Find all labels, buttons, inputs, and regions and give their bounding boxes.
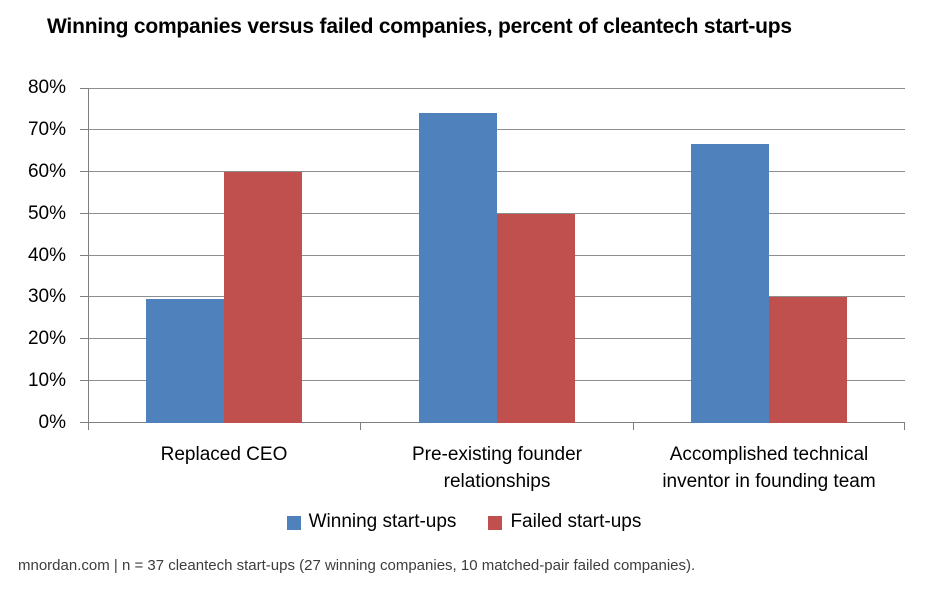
bar-failed-start-ups-replaced-ceo: [224, 172, 302, 423]
bar-winning-start-ups-accomplished-technical-inventor-in-founding-team: [691, 144, 769, 423]
y-axis-line: [88, 88, 89, 430]
legend-label-winning: Winning start-ups: [308, 511, 457, 532]
gridline: [88, 88, 905, 89]
y-axis-label: 20%: [27, 328, 66, 350]
bar-failed-start-ups-accomplished-technical-inventor-in-founding-team: [769, 297, 847, 423]
y-axis-tick: [80, 213, 88, 214]
legend-item-winning-start-ups: Winning start-ups: [286, 511, 457, 533]
legend-label-failed: Failed start-ups: [510, 511, 642, 532]
y-axis-label: 30%: [27, 286, 66, 308]
y-axis-tick: [80, 171, 88, 172]
x-axis-tick: [633, 423, 634, 430]
y-axis-tick: [80, 88, 88, 89]
failed-series-swatch-icon: [488, 516, 503, 530]
plot-area: [80, 88, 905, 430]
bar-winning-start-ups-pre-existing-founder-relationships: [419, 113, 497, 423]
y-axis-label: 50%: [27, 202, 66, 224]
y-axis-label: 0%: [38, 412, 66, 433]
y-axis-label: 60%: [27, 160, 66, 182]
y-axis-tick: [80, 296, 88, 297]
bar-failed-start-ups-pre-existing-founder-relationships: [497, 214, 575, 423]
x-axis-tick: [360, 423, 361, 430]
winning-series-swatch-icon: [286, 516, 301, 530]
y-axis-label: 40%: [27, 244, 66, 266]
source-note: mnordan.com | n = 37 cleantech start-ups…: [18, 557, 696, 574]
category-label-accomplished-technical-inventor-in-founding-team: Accomplished technical inventor in found…: [662, 444, 876, 492]
legend: Winning start-ups Failed start-ups: [0, 511, 928, 533]
y-axis-tick: [80, 380, 88, 381]
category-label-pre-existing-founder-relationships: Pre-existing founder relationships: [411, 444, 583, 492]
category-label-replaced-ceo: Replaced CEO: [160, 444, 288, 465]
y-axis-tick: [80, 129, 88, 130]
y-axis-label: 80%: [27, 77, 66, 98]
x-axis-tick: [904, 423, 905, 430]
y-axis-tick: [80, 422, 88, 423]
y-axis-label: 70%: [27, 118, 66, 140]
legend-item-failed-start-ups: Failed start-ups: [488, 511, 641, 533]
y-axis-tick: [80, 255, 88, 256]
y-axis-label: 10%: [27, 370, 66, 392]
bar-winning-start-ups-replaced-ceo: [146, 299, 224, 423]
chart-title: Winning companies versus failed companie…: [47, 15, 792, 38]
y-axis-tick: [80, 338, 88, 339]
